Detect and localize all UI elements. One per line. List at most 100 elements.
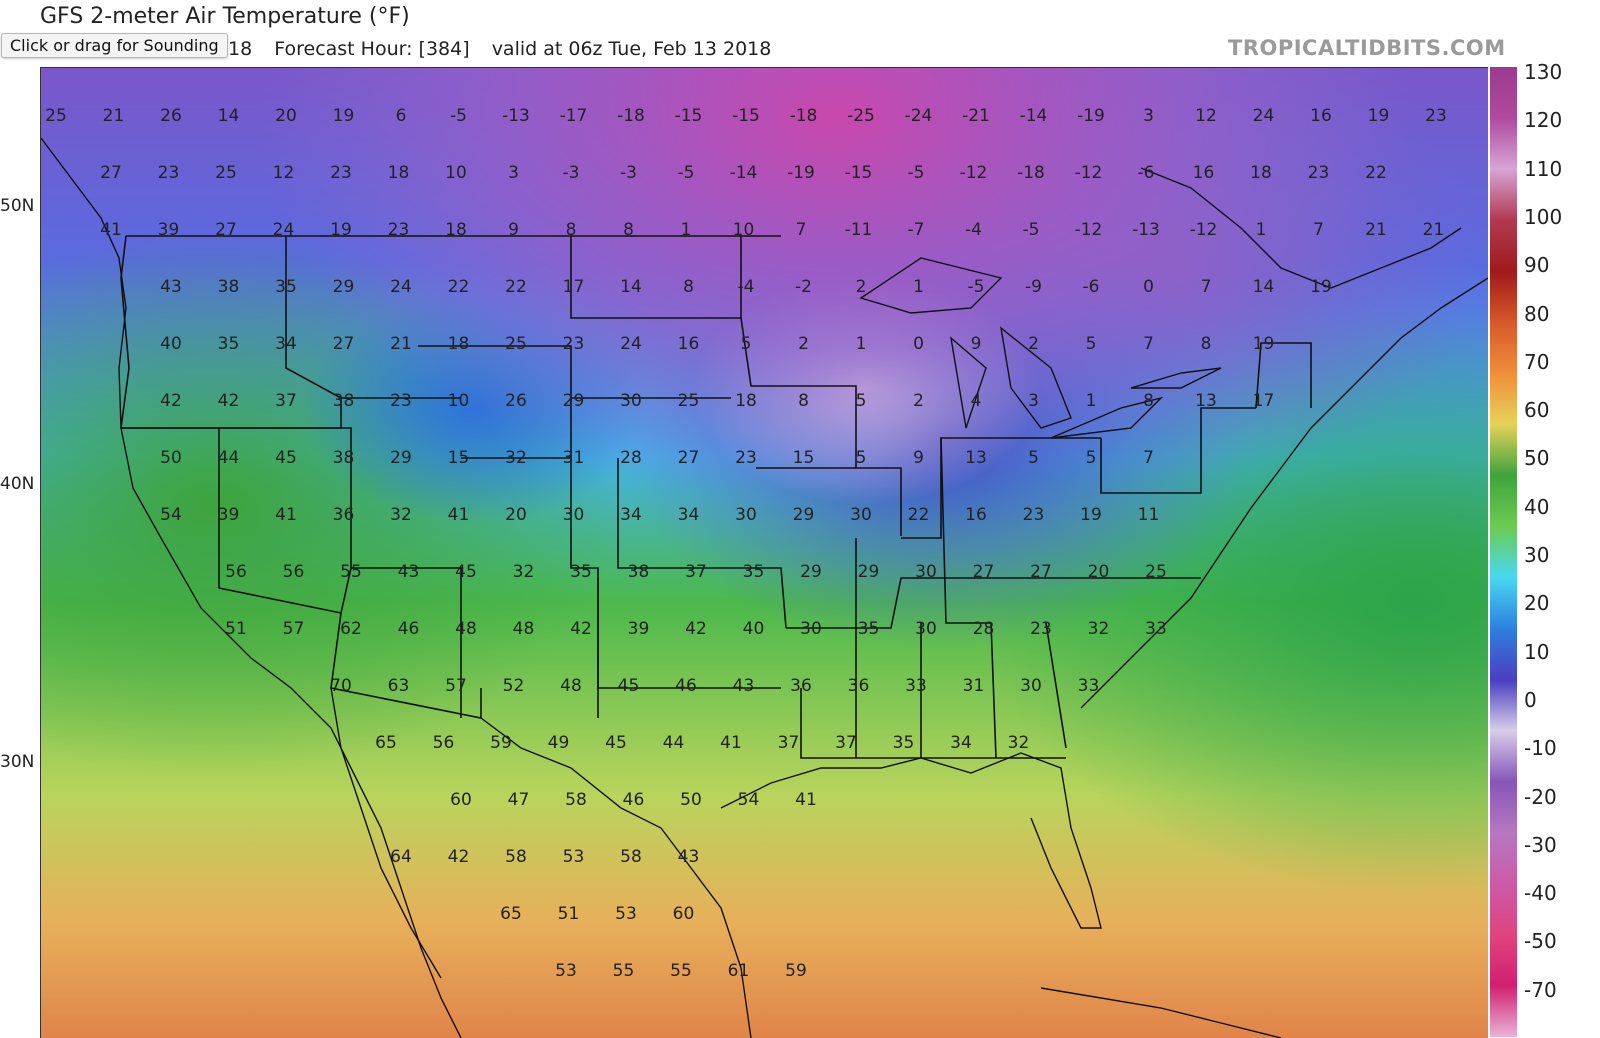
grid-value-label: 49 [548,733,570,753]
grid-value-label: -12 [1190,220,1218,240]
grid-value-label: 23 [388,220,410,240]
grid-value-label: 41 [720,733,742,753]
grid-value-label: 29 [800,562,822,582]
grid-value-label: 27 [215,220,237,240]
grid-value-label: 44 [663,733,685,753]
map-canvas[interactable]: 25 21 26 14 20 19 6 -5 -13 -17 -18 -15 -15 -18 -25 -24-… [41,68,1488,1038]
valid-time: valid at 06z Tue, Feb 13 2018 [491,38,772,60]
grid-value-label: 61 [728,961,750,981]
grid-value-label: -21 [962,106,990,126]
grid-value-label: 48 [513,619,535,639]
grid-value-label: 12 [273,163,295,183]
grid-value-label: 55 [340,562,362,582]
grid-value-label: 22 [448,277,470,297]
grid-value-label: 29 [333,277,355,297]
lat-label-50n: 50N [0,196,35,216]
grid-value-label: 3 [1028,391,1039,411]
scale-tick: -40 [1524,881,1557,906]
site-brand: TROPICALTIDBITS.COM [1228,36,1506,60]
grid-value-label: 25 [45,106,67,126]
grid-value-label: 17 [563,277,585,297]
grid-value-label: 0 [913,334,924,354]
grid-value-label: 5 [1028,448,1039,468]
grid-value-label: 43 [398,562,420,582]
scale-tick: 100 [1524,204,1563,229]
grid-value-label: 7 [1313,220,1324,240]
grid-value-label: 45 [275,448,297,468]
grid-value-label: -5 [1023,220,1040,240]
scale-tick: 130 [1524,60,1563,84]
grid-value-label: 70 [330,676,352,696]
grid-value-label: -6 [1138,163,1155,183]
scale-tick: 70 [1524,349,1550,374]
grid-value-label: 31 [563,448,585,468]
grid-value-label: 59 [785,961,807,981]
grid-value-label: 20 [1088,562,1110,582]
grid-value-label: 38 [333,448,355,468]
grid-value-label: -18 [617,106,645,126]
grid-value-label: 56 [283,562,305,582]
grid-value-label: 9 [971,334,982,354]
scale-tick: 20 [1524,591,1550,616]
grid-value-label: 39 [628,619,650,639]
grid-value-label: 36 [848,676,870,696]
grid-value-label: 28 [973,619,995,639]
grid-value-label: 60 [673,904,695,924]
grid-value-label: 51 [225,619,247,639]
grid-value-label: 30 [1020,676,1042,696]
scale-tick: 120 [1524,108,1563,133]
grid-value-label: 31 [963,676,985,696]
grid-value-label: -19 [1077,106,1105,126]
grid-value-label: 23 [330,163,352,183]
grid-value-label: 9 [913,448,924,468]
scale-tick: 40 [1524,494,1550,519]
grid-value-label: -2 [795,277,812,297]
grid-value-label: 53 [615,904,637,924]
map-title: GFS 2-meter Air Temperature (°F) [40,4,410,29]
grid-value-label: 32 [1008,733,1030,753]
grid-value-label: 60 [450,790,472,810]
grid-value-label: 19 [1368,106,1390,126]
grid-value-label: -11 [845,220,873,240]
grid-value-label: 37 [835,733,857,753]
temperature-map[interactable]: 25 21 26 14 20 19 6 -5 -13 -17 -18 -15 -15 -18 -25 -24-… [40,67,1488,1038]
grid-value-label: 7 [1201,277,1212,297]
grid-value-label: 15 [793,448,815,468]
scale-tick: 90 [1524,253,1550,278]
grid-value-label: 18 [735,391,757,411]
grid-value-label: 22 [1365,163,1387,183]
grid-value-label: -25 [847,106,875,126]
grid-value-label: -14 [730,163,758,183]
grid-value-label: 40 [743,619,765,639]
grid-value-label: 39 [218,505,240,525]
grid-value-label: -13 [502,106,530,126]
grid-value-label: 15 [448,448,470,468]
grid-value-label: 16 [678,334,700,354]
grid-value-label: 52 [503,676,525,696]
grid-value-label: 57 [283,619,305,639]
grid-value-label: 28 [620,448,642,468]
grid-value-label: 50 [680,790,702,810]
grid-value-label: 38 [333,391,355,411]
grid-value-label: 23 [1425,106,1447,126]
grid-value-label: -5 [450,106,467,126]
grid-value-label: 45 [618,676,640,696]
grid-value-label: 1 [913,277,924,297]
grid-value-label: 21 [103,106,125,126]
grid-values: 25 21 26 14 20 19 6 -5 -13 -17 -18 -15 -15 -18 -25 -24-… [45,106,1447,981]
grid-value-label: 50 [160,448,182,468]
grid-value-label: 5 [856,391,867,411]
grid-value-label: 8 [1201,334,1212,354]
grid-value-label: 10 [733,220,755,240]
grid-value-label: 47 [508,790,530,810]
grid-value-label: 54 [738,790,760,810]
grid-value-label: 9 [508,220,519,240]
grid-value-label: -15 [732,106,760,126]
grid-value-label: 13 [965,448,987,468]
grid-value-label: 24 [620,334,642,354]
grid-value-label: 30 [915,562,937,582]
grid-value-label: 46 [623,790,645,810]
grid-value-label: 53 [555,961,577,981]
grid-value-label: 44 [218,448,240,468]
grid-value-label: 45 [605,733,627,753]
